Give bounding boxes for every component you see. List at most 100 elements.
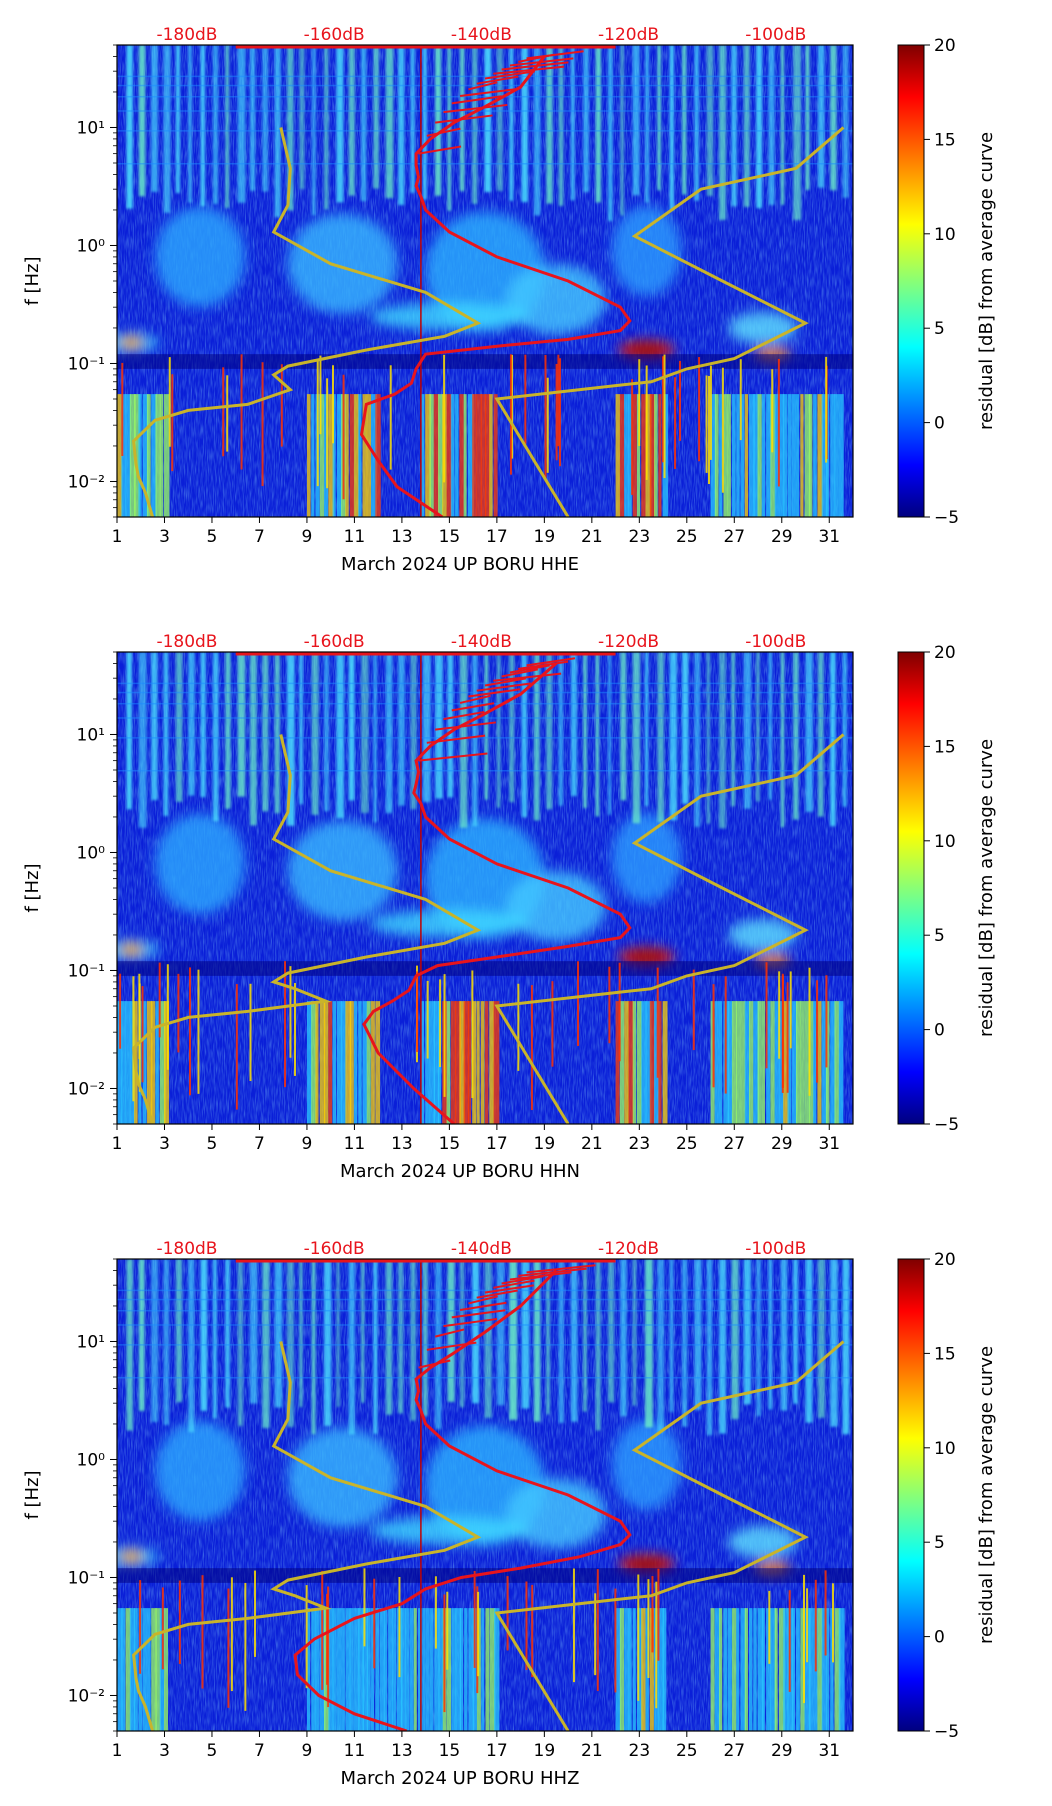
lf-streak [349,1608,354,1731]
x-tick-label: 11 [344,527,366,547]
heat-blob [626,951,667,964]
hf-streak [632,45,640,196]
hf-line [117,1344,853,1346]
hf-streak [225,1259,230,1408]
lf-streak [774,394,780,517]
spike [119,973,122,1049]
hf-streak [570,652,577,797]
hf-line [117,770,853,772]
lf-streak [455,1001,461,1124]
y-tick-label: 10¹ [77,118,105,138]
x-tick-label: 7 [254,1741,265,1761]
hf-streak [583,1259,587,1412]
red-fan-line [526,50,584,60]
y-axis: 10⁻² 10⁻¹ 10⁰ 10¹ f [Hz] [22,651,117,1125]
spike [326,378,329,489]
heat-blob [611,205,682,296]
y-tick-label: 10⁰ [77,236,106,256]
lf-streak [467,394,474,517]
lf-streak [129,1001,135,1124]
hf-streak [558,652,564,806]
spike [235,984,238,1110]
hf-line [117,130,853,132]
spike [426,980,429,1059]
hf-streak [558,1259,564,1424]
heat-blob [506,264,607,335]
spike [477,1591,480,1677]
lf-streak [366,1001,371,1124]
hf-streak [422,1259,428,1417]
colorbar-tick-label: 10 [934,832,956,852]
colorbar-title: residual [dB] from average curve [976,739,997,1037]
y-tick-label: 10⁰ [77,1450,106,1470]
hf-streak [410,45,415,193]
hf-streak [151,45,158,192]
hf-line [117,163,853,165]
y-axis: 10⁻² 10⁻¹ 10⁰ 10¹ f [Hz] [22,1258,117,1732]
lf-streak [628,1608,632,1731]
lf-streak [142,1001,147,1124]
spike [139,1580,142,1674]
lf-streak [834,1001,840,1124]
hf-streak [348,45,355,196]
lf-streak [400,1608,406,1731]
hf-streak [472,45,478,205]
hf-streak [533,1259,541,1422]
lf-streak [345,394,349,517]
db-axis-label: -140dB [451,1239,512,1259]
hf-streak [731,1259,739,1420]
lf-streak [641,1001,647,1124]
spike [546,377,549,473]
lf-streak [446,1001,451,1124]
lf-streak [628,1001,634,1124]
lf-streak [336,1001,343,1124]
lf-streak [766,1001,771,1124]
lf-streak [422,1608,426,1731]
hf-streak [533,652,540,821]
lf-streaks [117,354,844,517]
lf-streak [757,1608,764,1731]
lf-streak [459,1608,464,1731]
hf-streak [348,652,355,801]
lf-streak [628,394,632,517]
red-fan-line [434,1328,465,1338]
red-fan-line [459,694,491,704]
lf-streak [791,1608,796,1731]
lf-streak [319,394,325,517]
microseism-band [117,1419,798,1577]
hf-streak [756,45,763,209]
gold-curve-right [494,733,845,1124]
lf-streak [129,394,136,517]
spike [509,354,512,475]
lf-streak [808,394,813,517]
x-tick-label: 21 [581,1134,603,1154]
spike [577,961,580,1046]
lf-streak [451,1608,457,1731]
lf-streak [800,1001,805,1124]
lf-streak [332,394,336,517]
heat-blob [119,1549,144,1564]
spike [530,985,533,1111]
lf-streak [476,1001,480,1124]
y-tick-label: 10⁻¹ [68,354,105,374]
hf-streak [175,1259,183,1403]
spike [227,1588,230,1708]
hf-streak [768,652,773,800]
spike [373,1578,376,1669]
lf-streak [311,1001,317,1124]
lf-streak [636,1608,643,1731]
lf-streak [649,394,656,517]
hf-streak [225,45,230,209]
hf-streak [237,1259,244,1426]
x-tick-label: 25 [676,1741,698,1761]
lf-streak [358,1001,362,1124]
heat-blob [287,213,398,314]
lf-streak [425,394,431,517]
lf-streak [437,394,444,517]
spike [663,354,666,479]
hf-streak [200,45,205,207]
x-tick-label: 3 [159,1741,170,1761]
lf-streak [433,394,439,517]
spike [168,357,171,447]
hf-streak [682,652,689,804]
